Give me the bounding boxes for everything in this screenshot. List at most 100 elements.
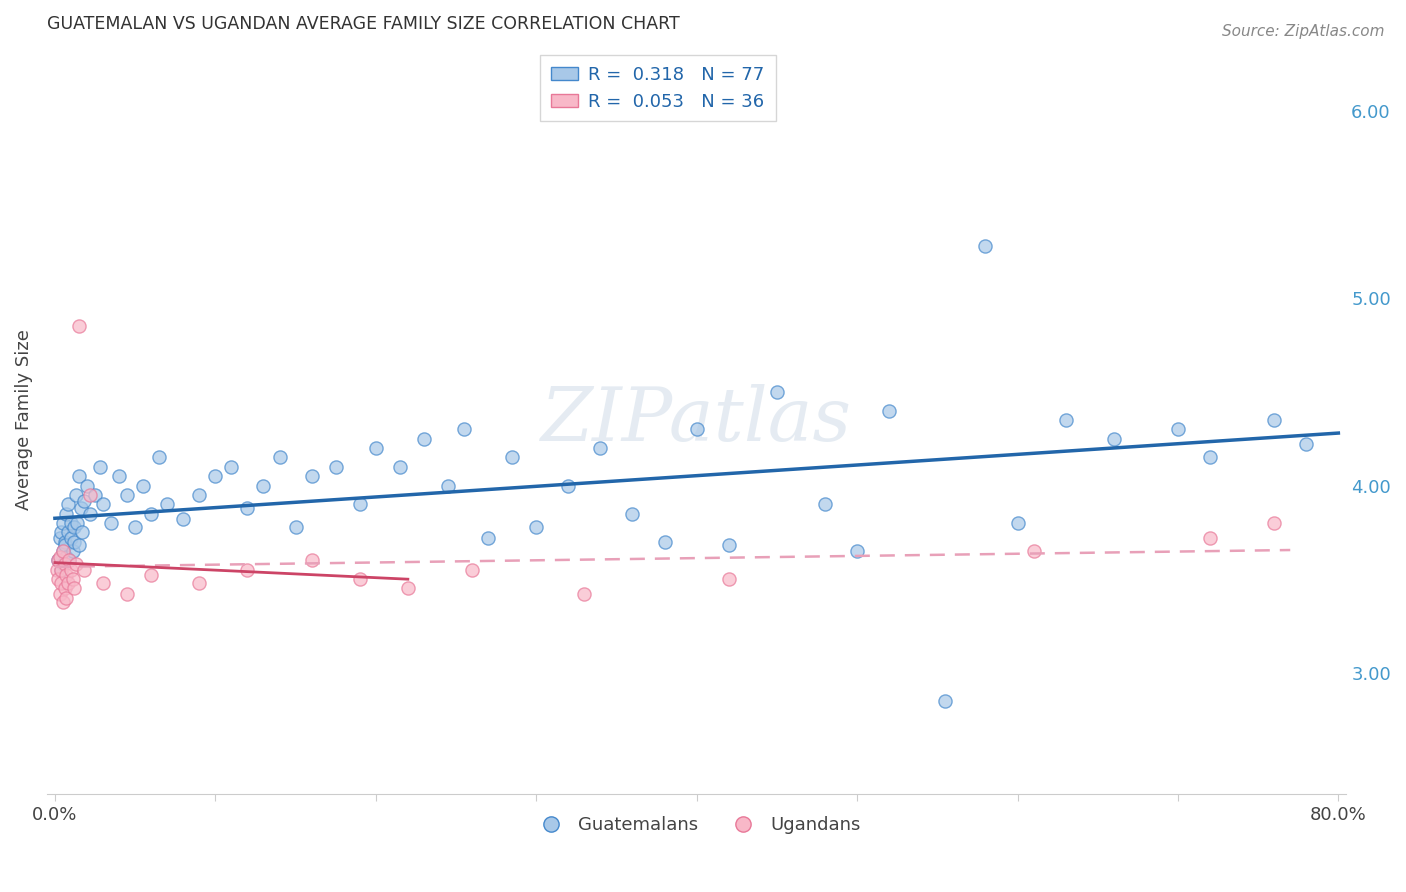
Point <box>412 432 434 446</box>
Point <box>717 572 740 586</box>
Point <box>877 403 900 417</box>
Point <box>56 525 79 540</box>
Point <box>204 469 226 483</box>
Point <box>388 459 411 474</box>
Point <box>236 500 259 515</box>
Point <box>1022 544 1045 558</box>
Point <box>115 488 138 502</box>
Point <box>236 563 259 577</box>
Point <box>477 531 499 545</box>
Point <box>63 519 86 533</box>
Point <box>58 553 80 567</box>
Point <box>56 497 79 511</box>
Point <box>67 469 90 483</box>
Text: ZIPatlas: ZIPatlas <box>541 384 852 457</box>
Point <box>1263 413 1285 427</box>
Point <box>65 488 87 502</box>
Point <box>141 507 163 521</box>
Point <box>1007 516 1029 530</box>
Point <box>934 694 956 708</box>
Point <box>89 459 111 474</box>
Text: GUATEMALAN VS UGANDAN AVERAGE FAMILY SIZE CORRELATION CHART: GUATEMALAN VS UGANDAN AVERAGE FAMILY SIZ… <box>46 15 679 33</box>
Point <box>53 557 76 571</box>
Point <box>55 591 77 605</box>
Point <box>65 557 87 571</box>
Point <box>557 478 579 492</box>
Point <box>45 563 67 577</box>
Point <box>301 469 323 483</box>
Point <box>846 544 869 558</box>
Point <box>73 493 96 508</box>
Point <box>48 531 70 545</box>
Point <box>46 572 69 586</box>
Point <box>1167 422 1189 436</box>
Point <box>84 488 107 502</box>
Point <box>67 319 90 334</box>
Point <box>52 544 75 558</box>
Point <box>51 575 73 590</box>
Point <box>52 557 75 571</box>
Point <box>53 534 76 549</box>
Legend: Guatemalans, Ugandans: Guatemalans, Ugandans <box>526 809 868 841</box>
Point <box>59 516 82 530</box>
Point <box>79 488 101 502</box>
Text: Source: ZipAtlas.com: Source: ZipAtlas.com <box>1222 24 1385 39</box>
Point <box>63 534 86 549</box>
Point <box>115 587 138 601</box>
Point <box>100 516 122 530</box>
Point <box>58 553 80 567</box>
Point <box>51 525 73 540</box>
Point <box>717 538 740 552</box>
Point <box>141 568 163 582</box>
Point <box>621 507 644 521</box>
Point <box>46 553 69 567</box>
Point <box>52 544 75 558</box>
Point <box>46 553 69 567</box>
Point <box>63 582 86 596</box>
Point <box>62 544 84 558</box>
Point <box>53 582 76 596</box>
Point <box>524 519 547 533</box>
Point <box>48 549 70 564</box>
Point <box>69 500 91 515</box>
Point <box>325 459 347 474</box>
Point <box>56 575 79 590</box>
Point <box>453 422 475 436</box>
Point <box>66 516 89 530</box>
Point <box>974 239 997 253</box>
Point <box>685 422 707 436</box>
Point <box>67 538 90 552</box>
Point <box>91 575 114 590</box>
Point <box>51 563 73 577</box>
Point <box>269 450 291 465</box>
Point <box>574 587 596 601</box>
Point <box>59 563 82 577</box>
Point <box>1295 437 1317 451</box>
Point <box>1102 432 1125 446</box>
Point <box>1199 531 1222 545</box>
Point <box>188 575 211 590</box>
Point <box>301 553 323 567</box>
Point <box>349 497 371 511</box>
Point <box>52 594 75 608</box>
Point <box>396 582 419 596</box>
Point <box>51 563 73 577</box>
Point <box>124 519 146 533</box>
Point <box>589 441 612 455</box>
Point <box>221 459 243 474</box>
Point <box>1054 413 1077 427</box>
Point <box>364 441 387 455</box>
Point <box>461 563 484 577</box>
Point <box>349 572 371 586</box>
Point <box>108 469 131 483</box>
Point <box>91 497 114 511</box>
Point <box>73 563 96 577</box>
Point <box>766 384 789 399</box>
Point <box>76 478 98 492</box>
Point <box>55 507 77 521</box>
Point <box>284 519 307 533</box>
Point <box>70 525 93 540</box>
Point <box>132 478 155 492</box>
Point <box>62 572 84 586</box>
Y-axis label: Average Family Size: Average Family Size <box>15 329 32 510</box>
